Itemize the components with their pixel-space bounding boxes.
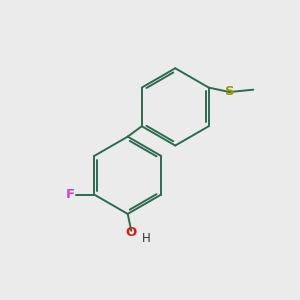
Text: O: O xyxy=(126,226,137,239)
Text: H: H xyxy=(142,232,151,245)
Text: F: F xyxy=(66,188,75,201)
Text: S: S xyxy=(225,85,234,98)
